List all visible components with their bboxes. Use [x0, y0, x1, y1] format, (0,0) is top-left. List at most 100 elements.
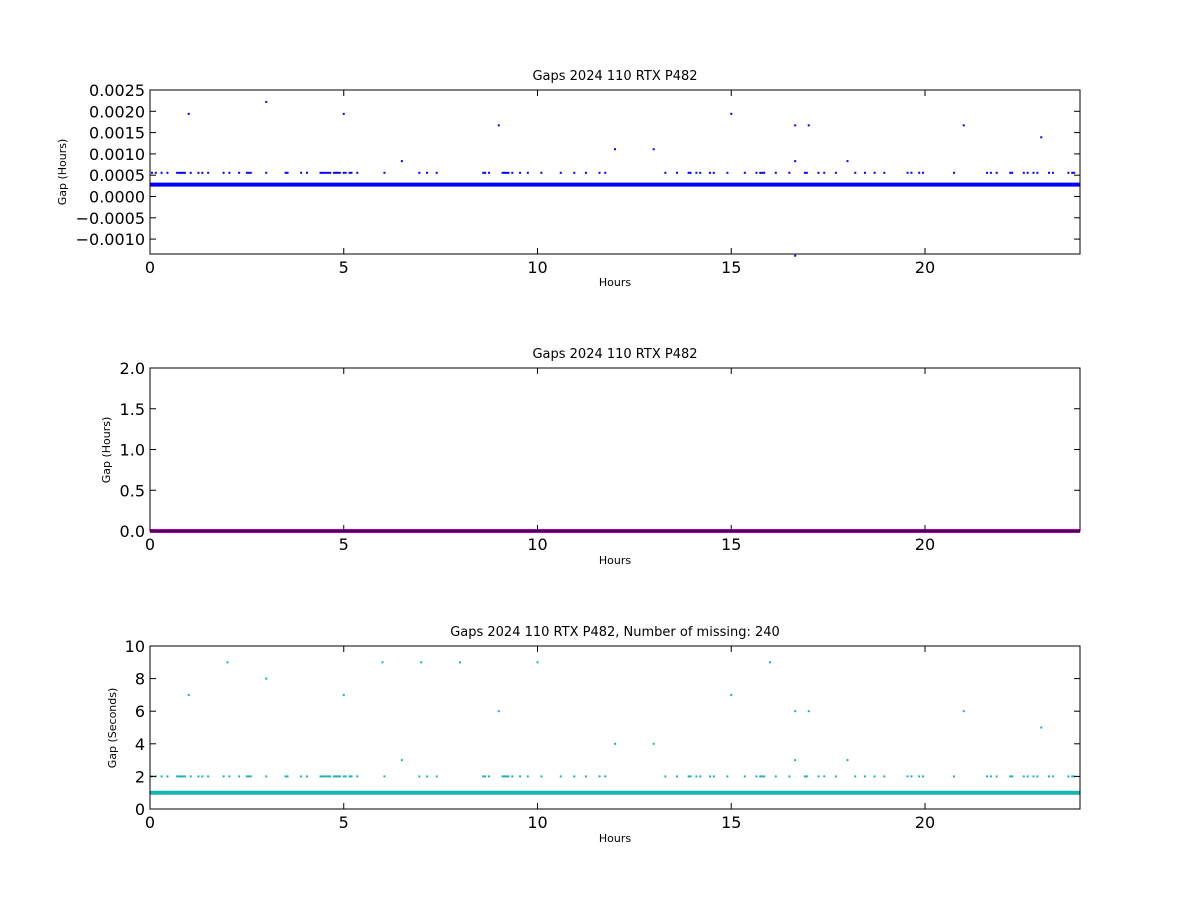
data-point	[323, 775, 326, 778]
data-point	[922, 171, 925, 174]
data-point	[321, 171, 324, 174]
data-point	[906, 775, 909, 778]
data-point	[300, 171, 303, 174]
data-point	[383, 171, 386, 174]
data-point	[180, 171, 182, 174]
data-point	[178, 775, 181, 778]
data-point	[573, 171, 576, 174]
data-point	[484, 775, 487, 778]
data-point	[222, 775, 225, 778]
data-point	[687, 775, 690, 778]
data-point	[708, 775, 711, 778]
data-point	[989, 775, 992, 778]
y-tick-label: −0.0005	[76, 209, 145, 228]
data-point	[505, 171, 508, 174]
data-point	[922, 775, 925, 778]
data-point	[774, 775, 777, 778]
data-point	[178, 171, 181, 174]
data-point	[336, 171, 339, 174]
x-axis-label: Hours	[599, 832, 631, 845]
y-tick-label: 8	[135, 670, 145, 689]
plot-frame	[149, 645, 1081, 810]
data-point	[484, 171, 487, 174]
data-point	[763, 775, 766, 778]
y-tick-label: 0.5	[120, 481, 145, 500]
y-tick-label: 0.0025	[89, 81, 145, 100]
data-point	[1026, 171, 1029, 174]
data-point	[769, 661, 771, 664]
axis-ticks: 0 5 10 15 20 −0.0010 −0.0005 0.0000 0.0005 0.0010…	[76, 81, 1080, 277]
data-point	[689, 171, 692, 174]
data-point	[336, 775, 339, 778]
data-point	[807, 124, 810, 127]
data-point	[265, 677, 268, 680]
data-point	[1032, 171, 1035, 174]
data-point	[712, 171, 715, 174]
data-point	[873, 775, 876, 778]
data-point	[788, 171, 791, 174]
data-point	[687, 171, 690, 174]
data-point	[497, 124, 500, 127]
data-point	[501, 775, 504, 778]
data-point	[540, 775, 543, 778]
data-point	[342, 171, 345, 174]
data-point	[794, 160, 797, 163]
data-point	[503, 171, 506, 174]
data-point	[910, 171, 913, 174]
data-point	[338, 171, 341, 174]
chart-title: Gaps 2024 110 RTX P482	[532, 69, 697, 84]
data-point	[247, 171, 250, 174]
data-point	[187, 693, 190, 696]
data-point	[420, 661, 423, 664]
y-tick-label: −0.0010	[76, 230, 145, 249]
data-point	[201, 775, 204, 778]
data-marks	[150, 661, 1080, 795]
data-point	[807, 710, 810, 713]
data-point	[342, 112, 345, 115]
y-tick-label: 1.5	[120, 400, 145, 419]
data-point	[507, 775, 510, 778]
data-point	[584, 775, 587, 778]
y-tick-label: 0.0	[120, 522, 145, 541]
data-point	[755, 171, 758, 174]
data-point	[805, 171, 808, 174]
data-point	[526, 775, 529, 778]
plot-frame	[149, 367, 1081, 532]
data-point	[614, 148, 616, 151]
data-point	[962, 124, 965, 127]
data-point	[319, 171, 322, 174]
data-point	[511, 171, 514, 174]
data-point	[1048, 171, 1050, 174]
data-point	[183, 171, 186, 174]
data-point	[197, 171, 200, 174]
data-point	[247, 775, 250, 778]
data-point	[726, 775, 729, 778]
data-point	[356, 171, 359, 174]
data-point	[805, 775, 808, 778]
data-point	[1022, 775, 1025, 778]
data-point	[350, 775, 353, 778]
data-point	[150, 171, 153, 174]
data-point	[344, 775, 347, 778]
y-tick-label: 0.0005	[89, 166, 145, 185]
chart-title: Gaps 2024 110 RTX P482	[532, 347, 697, 362]
data-point	[181, 775, 184, 778]
data-point	[817, 171, 820, 174]
data-point	[176, 775, 179, 778]
data-point	[794, 124, 797, 127]
data-point	[1051, 775, 1054, 778]
data-point	[459, 661, 461, 664]
data-point	[356, 775, 359, 778]
x-tick-label: 20	[915, 258, 935, 277]
data-point	[154, 171, 157, 174]
data-point	[730, 693, 733, 696]
data-point	[482, 775, 485, 778]
data-point	[418, 775, 421, 778]
data-point	[989, 171, 992, 174]
data-point	[1011, 775, 1014, 778]
data-point	[803, 775, 806, 778]
data-point	[300, 775, 303, 778]
data-point	[788, 775, 791, 778]
x-axis-label: Hours	[599, 554, 631, 567]
